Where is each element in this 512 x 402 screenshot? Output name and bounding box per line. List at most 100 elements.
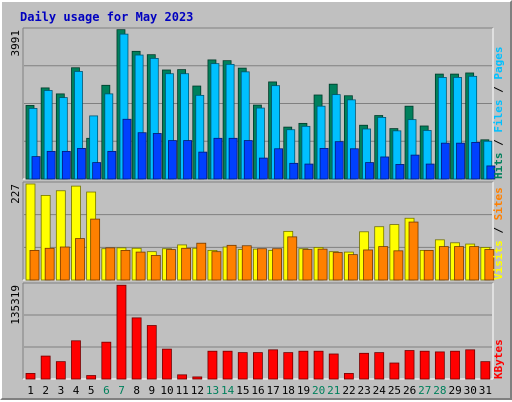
bar-pages-day-6 — [107, 150, 117, 180]
bar-kbytes-day-31 — [480, 361, 491, 380]
bar-sites-day-27 — [423, 249, 434, 281]
bar-sites-day-31 — [484, 249, 495, 281]
day-label-13: 13 — [206, 384, 219, 397]
bar-sites-day-8 — [135, 251, 146, 281]
bar-pages-day-9 — [152, 133, 162, 180]
legend-item: Sites — [492, 187, 505, 227]
day-label-5: 5 — [88, 384, 95, 397]
legend-item: Pages — [492, 47, 505, 87]
day-label-9: 9 — [149, 384, 156, 397]
bar-pages-day-7 — [122, 118, 132, 180]
bar-pages-day-15 — [243, 140, 253, 180]
legend-hits_files_pages: Hits / Files / Pages — [492, 47, 505, 180]
day-label-20: 20 — [312, 384, 325, 397]
bar-kbytes-day-9 — [146, 325, 157, 380]
day-label-27: 27 — [418, 384, 431, 397]
legend-item: KBytes — [492, 339, 505, 379]
day-label-15: 15 — [236, 384, 249, 397]
bar-sites-day-3 — [59, 246, 70, 281]
bar-pages-day-23 — [365, 162, 374, 180]
bar-kbytes-day-18 — [283, 352, 294, 380]
day-label-6: 6 — [103, 384, 110, 397]
day-label-4: 4 — [73, 384, 80, 397]
bar-kbytes-day-12 — [192, 376, 203, 380]
day-label-10: 10 — [160, 384, 173, 397]
bar-pages-day-29 — [456, 142, 465, 180]
day-label-18: 18 — [282, 384, 295, 397]
bar-sites-day-26 — [408, 221, 419, 281]
bar-kbytes-day-13 — [207, 350, 218, 380]
bar-kbytes-day-23 — [359, 352, 369, 380]
bar-kbytes-day-28 — [434, 351, 445, 380]
day-label-19: 19 — [297, 384, 310, 397]
bar-pages-day-11 — [183, 140, 193, 180]
bar-pages-day-18 — [289, 162, 299, 180]
day-label-17: 17 — [267, 384, 280, 397]
day-label-3: 3 — [58, 384, 65, 397]
bar-sites-day-18 — [287, 236, 298, 281]
day-label-11: 11 — [176, 384, 189, 397]
day-label-21: 21 — [327, 384, 340, 397]
bar-kbytes-day-2 — [40, 355, 51, 380]
bar-pages-day-27 — [425, 163, 435, 180]
day-label-31: 31 — [479, 384, 492, 397]
bar-kbytes-day-5 — [86, 375, 97, 380]
legend-item: / — [492, 86, 505, 100]
bar-sites-day-13 — [211, 251, 222, 281]
day-label-22: 22 — [342, 384, 355, 397]
bar-kbytes-day-4 — [71, 340, 81, 380]
day-label-2: 2 — [42, 384, 49, 397]
day-label-29: 29 — [448, 384, 461, 397]
bar-pages-day-30 — [471, 142, 481, 180]
legend-visits_sites: Visits / Sites — [492, 187, 505, 280]
bar-kbytes-day-20 — [313, 350, 324, 380]
day-label-16: 16 — [251, 384, 264, 397]
bar-sites-day-4 — [75, 238, 85, 281]
day-label-1: 1 — [27, 384, 34, 397]
bar-sites-day-12 — [196, 242, 207, 281]
bar-pages-day-26 — [410, 154, 420, 180]
bar-kbytes-day-25 — [389, 362, 400, 380]
bar-sites-day-29 — [454, 246, 464, 281]
day-label-25: 25 — [388, 384, 401, 397]
bar-kbytes-day-17 — [268, 349, 278, 380]
bar-pages-day-1 — [31, 156, 41, 180]
bar-sites-day-2 — [44, 247, 55, 281]
bar-sites-day-24 — [378, 246, 389, 281]
day-label-12: 12 — [191, 384, 204, 397]
chart-title: Daily usage for May 2023 — [20, 10, 193, 24]
bar-kbytes-day-11 — [177, 374, 188, 380]
bar-pages-day-10 — [168, 140, 177, 180]
bar-kbytes-day-10 — [162, 348, 172, 380]
bar-sites-day-30 — [469, 246, 480, 281]
bar-kbytes-day-22 — [343, 373, 354, 380]
legend-item: / — [492, 227, 505, 241]
bar-pages-day-31 — [486, 165, 496, 180]
bar-sites-day-1 — [29, 249, 40, 281]
bar-pages-day-22 — [349, 148, 359, 180]
y-max-label-kbytes: 135319 — [9, 285, 22, 325]
bar-sites-day-5 — [90, 218, 101, 281]
bar-pages-day-3 — [61, 150, 71, 180]
bar-kbytes-day-30 — [465, 349, 476, 380]
bar-kbytes-day-19 — [298, 350, 309, 380]
bar-sites-day-14 — [226, 244, 237, 281]
bar-sites-day-11 — [181, 247, 192, 281]
y-max-label-hits_files_pages: 3991 — [9, 30, 22, 57]
day-label-24: 24 — [373, 384, 387, 397]
bar-sites-day-23 — [363, 249, 373, 281]
bar-sites-day-7 — [120, 249, 131, 281]
bar-kbytes-day-21 — [328, 353, 339, 380]
day-label-7: 7 — [118, 384, 125, 397]
bar-pages-day-24 — [380, 156, 390, 180]
day-label-23: 23 — [358, 384, 371, 397]
day-label-14: 14 — [221, 384, 235, 397]
legend-item: Visits — [492, 240, 505, 280]
bar-pages-day-8 — [137, 132, 147, 180]
bar-pages-day-13 — [213, 137, 223, 180]
bar-kbytes-day-29 — [450, 350, 460, 380]
day-label-30: 30 — [464, 384, 477, 397]
bar-sites-day-20 — [317, 248, 328, 281]
